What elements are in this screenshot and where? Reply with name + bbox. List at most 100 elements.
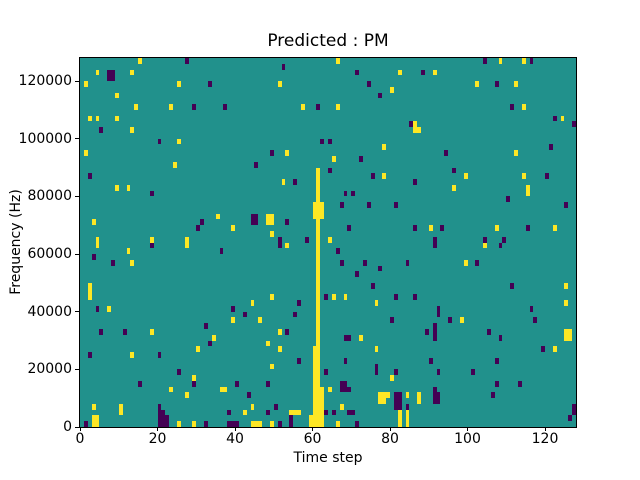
heatmap-cell xyxy=(339,202,344,208)
heatmap-cell xyxy=(409,121,414,128)
heatmap-cell xyxy=(312,403,317,410)
heatmap-cell xyxy=(483,242,487,249)
heatmap-cell xyxy=(300,104,305,110)
heatmap-cell xyxy=(254,213,259,220)
heatmap-cell xyxy=(157,138,162,145)
heatmap-cell xyxy=(320,392,325,399)
heatmap-cell xyxy=(397,69,402,76)
heatmap-cell xyxy=(219,386,224,393)
heatmap-cell xyxy=(126,184,131,191)
heatmap-cell xyxy=(316,230,321,237)
heatmap-cell xyxy=(328,386,332,393)
heatmap-cell xyxy=(157,421,162,427)
heatmap-cell xyxy=(83,81,88,87)
heatmap-cell xyxy=(215,213,220,220)
heatmap-cell xyxy=(211,334,216,341)
x-tick-mark xyxy=(157,427,158,431)
heatmap-cell xyxy=(366,202,371,208)
heatmap-cell xyxy=(192,421,197,427)
heatmap-cell xyxy=(316,392,321,399)
heatmap-cell xyxy=(87,173,92,180)
heatmap-cell xyxy=(316,173,321,180)
heatmap-cell xyxy=(498,242,503,249)
heatmap-cell xyxy=(316,213,321,220)
y-tick-mark xyxy=(75,80,79,82)
heatmap-cell xyxy=(204,421,208,427)
heatmap-cell xyxy=(316,328,321,335)
heatmap-cell xyxy=(277,346,282,353)
heatmap-cell xyxy=(486,328,491,335)
heatmap-cell xyxy=(176,138,181,145)
heatmap-cell xyxy=(432,236,437,243)
heatmap-cell xyxy=(95,69,100,76)
heatmap-cell xyxy=(242,311,247,318)
heatmap-cell xyxy=(521,58,526,64)
heatmap-cell xyxy=(444,150,449,157)
heatmap-cell xyxy=(502,236,507,243)
heatmap-cell xyxy=(285,242,290,249)
x-tick-label: 80 xyxy=(381,431,399,447)
heatmap-cell xyxy=(521,104,526,110)
heatmap-cell xyxy=(95,415,100,422)
heatmap-cell xyxy=(91,403,96,410)
heatmap-cell xyxy=(378,398,383,404)
heatmap-cell xyxy=(157,415,162,422)
heatmap-cell xyxy=(312,375,317,381)
heatmap-cell xyxy=(316,104,321,110)
heatmap-cell xyxy=(417,398,421,404)
heatmap-cell xyxy=(475,259,480,266)
heatmap-cell xyxy=(552,346,557,353)
heatmap-cell xyxy=(231,305,235,312)
heatmap-cell xyxy=(432,242,437,249)
heatmap-cell xyxy=(138,58,142,64)
x-tick-label: 60 xyxy=(303,431,322,447)
heatmap-cell xyxy=(316,380,321,387)
heatmap-cell xyxy=(184,242,189,249)
heatmap-cell xyxy=(343,294,348,301)
heatmap-cell xyxy=(297,300,301,306)
heatmap-cell xyxy=(351,409,356,416)
heatmap-cell xyxy=(316,282,321,289)
heatmap-cell xyxy=(564,300,569,306)
x-tick-label: 0 xyxy=(75,431,85,447)
heatmap-cell xyxy=(432,328,437,335)
heatmap-cell xyxy=(370,282,375,289)
heatmap-cell xyxy=(320,207,325,214)
heatmap-cell xyxy=(184,236,189,243)
heatmap-cell xyxy=(111,69,115,76)
heatmap-cell xyxy=(161,421,166,427)
heatmap-cell xyxy=(316,334,321,341)
heatmap-cell xyxy=(304,236,309,243)
heatmap-cell xyxy=(157,409,162,416)
heatmap-cell xyxy=(297,409,301,416)
heatmap-cell xyxy=(552,115,557,122)
heatmap-cell xyxy=(173,161,177,168)
heatmap-cell xyxy=(514,81,518,87)
heatmap-cell xyxy=(281,179,286,185)
heatmap-cell xyxy=(316,352,321,358)
heatmap-cell xyxy=(223,104,228,110)
heatmap-cell xyxy=(176,81,181,87)
x-tick-mark xyxy=(312,427,313,431)
heatmap-cell xyxy=(514,150,518,157)
heatmap-cell xyxy=(277,81,282,87)
y-tick-label: 100000 xyxy=(18,130,72,147)
heatmap-cell xyxy=(448,317,452,324)
heatmap-cell xyxy=(308,421,313,427)
heatmap-cell xyxy=(393,392,398,399)
heatmap-cell xyxy=(413,179,418,185)
heatmap-cell xyxy=(517,380,522,387)
heatmap-cell xyxy=(355,421,359,427)
heatmap-cell xyxy=(525,190,530,197)
heatmap-cell xyxy=(207,340,212,347)
heatmap-cell xyxy=(316,271,321,278)
heatmap-cell xyxy=(165,421,170,427)
heatmap-cell xyxy=(316,403,321,410)
heatmap-cell xyxy=(130,352,135,358)
heatmap-cell xyxy=(324,294,328,301)
heatmap-cell xyxy=(432,398,437,404)
heatmap-cell xyxy=(312,213,317,220)
heatmap-cell xyxy=(316,311,321,318)
heatmap-cell xyxy=(169,386,173,393)
heatmap-cell xyxy=(405,392,410,399)
